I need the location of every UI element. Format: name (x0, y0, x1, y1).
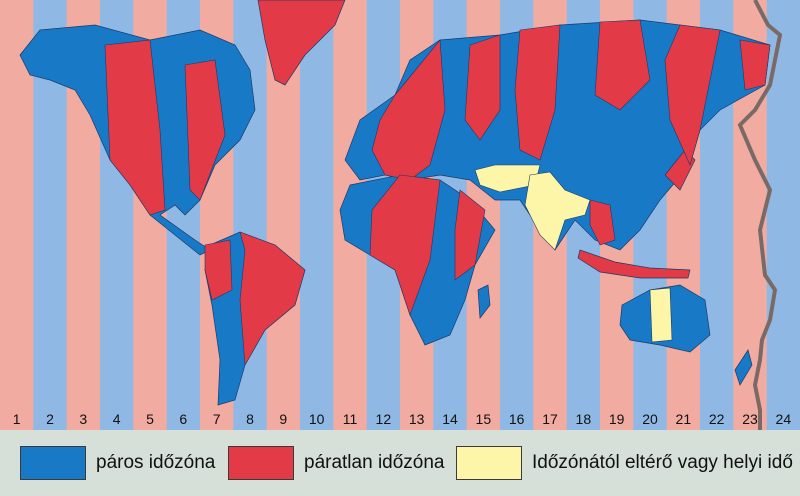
odd-zone-africa (369, 174, 441, 316)
zone-number-1: 1 (13, 411, 21, 427)
legend-swatch-odd (228, 446, 294, 480)
odd-zone-russia-5 (739, 39, 771, 91)
legend-label-odd: páratlan időzóna (304, 452, 445, 473)
zone-number-23: 23 (742, 411, 758, 427)
zone-number-10: 10 (309, 411, 325, 427)
odd-zone-south-america (239, 231, 306, 366)
zone-number-labels: 1 2 3 4 5 6 7 8 9 10 11 12 13 14 15 16 17 18 19 20 21 22 23 24 (13, 411, 792, 427)
zone-number-5: 5 (146, 411, 154, 427)
odd-zone-southeast-asia (589, 199, 616, 246)
odd-zone-russia-1 (464, 34, 501, 141)
legend-item-even-zone: páros időzóna (20, 446, 215, 480)
zone-number-3: 3 (79, 411, 87, 427)
greenland (257, 0, 346, 86)
zone-number-15: 15 (476, 411, 492, 427)
zone-number-14: 14 (442, 411, 458, 427)
new-zealand (734, 349, 753, 386)
time-zone-world-map: 1 2 3 4 5 6 7 8 9 10 11 12 13 14 15 16 17 18 19 20 21 22 23 24 (0, 0, 800, 430)
zone-number-20: 20 (642, 411, 658, 427)
local-time-regions (474, 164, 673, 343)
legend-item-odd-zone: páratlan időzóna (228, 446, 445, 480)
map-legend: páros időzóna páratlan időzóna Időzónátó… (0, 430, 800, 496)
odd-zone-russia-3 (594, 19, 651, 111)
zone-number-9: 9 (279, 411, 287, 427)
madagascar (477, 284, 491, 319)
zone-number-19: 19 (609, 411, 625, 427)
zone-number-16: 16 (509, 411, 525, 427)
zone-number-18: 18 (576, 411, 592, 427)
zone-stripe-10 (300, 0, 334, 430)
zone-number-17: 17 (542, 411, 558, 427)
zone-number-13: 13 (409, 411, 425, 427)
zone-number-6: 6 (179, 411, 187, 427)
odd-zone-east-africa (454, 189, 486, 281)
legend-item-local-time: Időzónától eltérő vagy helyi idő (456, 446, 793, 480)
zone-number-8: 8 (246, 411, 254, 427)
legend-label-local: Időzónától eltérő vagy helyi idő (532, 452, 793, 473)
legend-swatch-even (20, 446, 86, 480)
odd-zone-americas-central (184, 59, 226, 201)
legend-label-even: páros időzóna (96, 452, 216, 473)
zone-stripe-24 (766, 0, 800, 430)
zone-number-21: 21 (676, 411, 692, 427)
odd-zone-russia-4 (664, 24, 721, 166)
legend-swatch-local (456, 446, 522, 480)
indonesia (577, 249, 691, 279)
eurasia (344, 19, 771, 251)
zone-number-7: 7 (213, 411, 221, 427)
zone-number-24: 24 (776, 411, 792, 427)
local-time-central-australia (649, 287, 673, 343)
zone-number-22: 22 (709, 411, 725, 427)
international-date-line (737, 0, 783, 430)
zone-number-11: 11 (343, 411, 358, 427)
odd-zone-russia-2 (514, 24, 561, 161)
zone-number-4: 4 (113, 411, 121, 427)
odd-zone-americas-west (104, 39, 166, 216)
zone-number-2: 2 (46, 411, 54, 427)
odd-zone-regions (104, 19, 771, 366)
zone-number-12: 12 (376, 411, 392, 427)
odd-zone-south-america-west (204, 239, 233, 301)
local-time-india (524, 171, 591, 251)
